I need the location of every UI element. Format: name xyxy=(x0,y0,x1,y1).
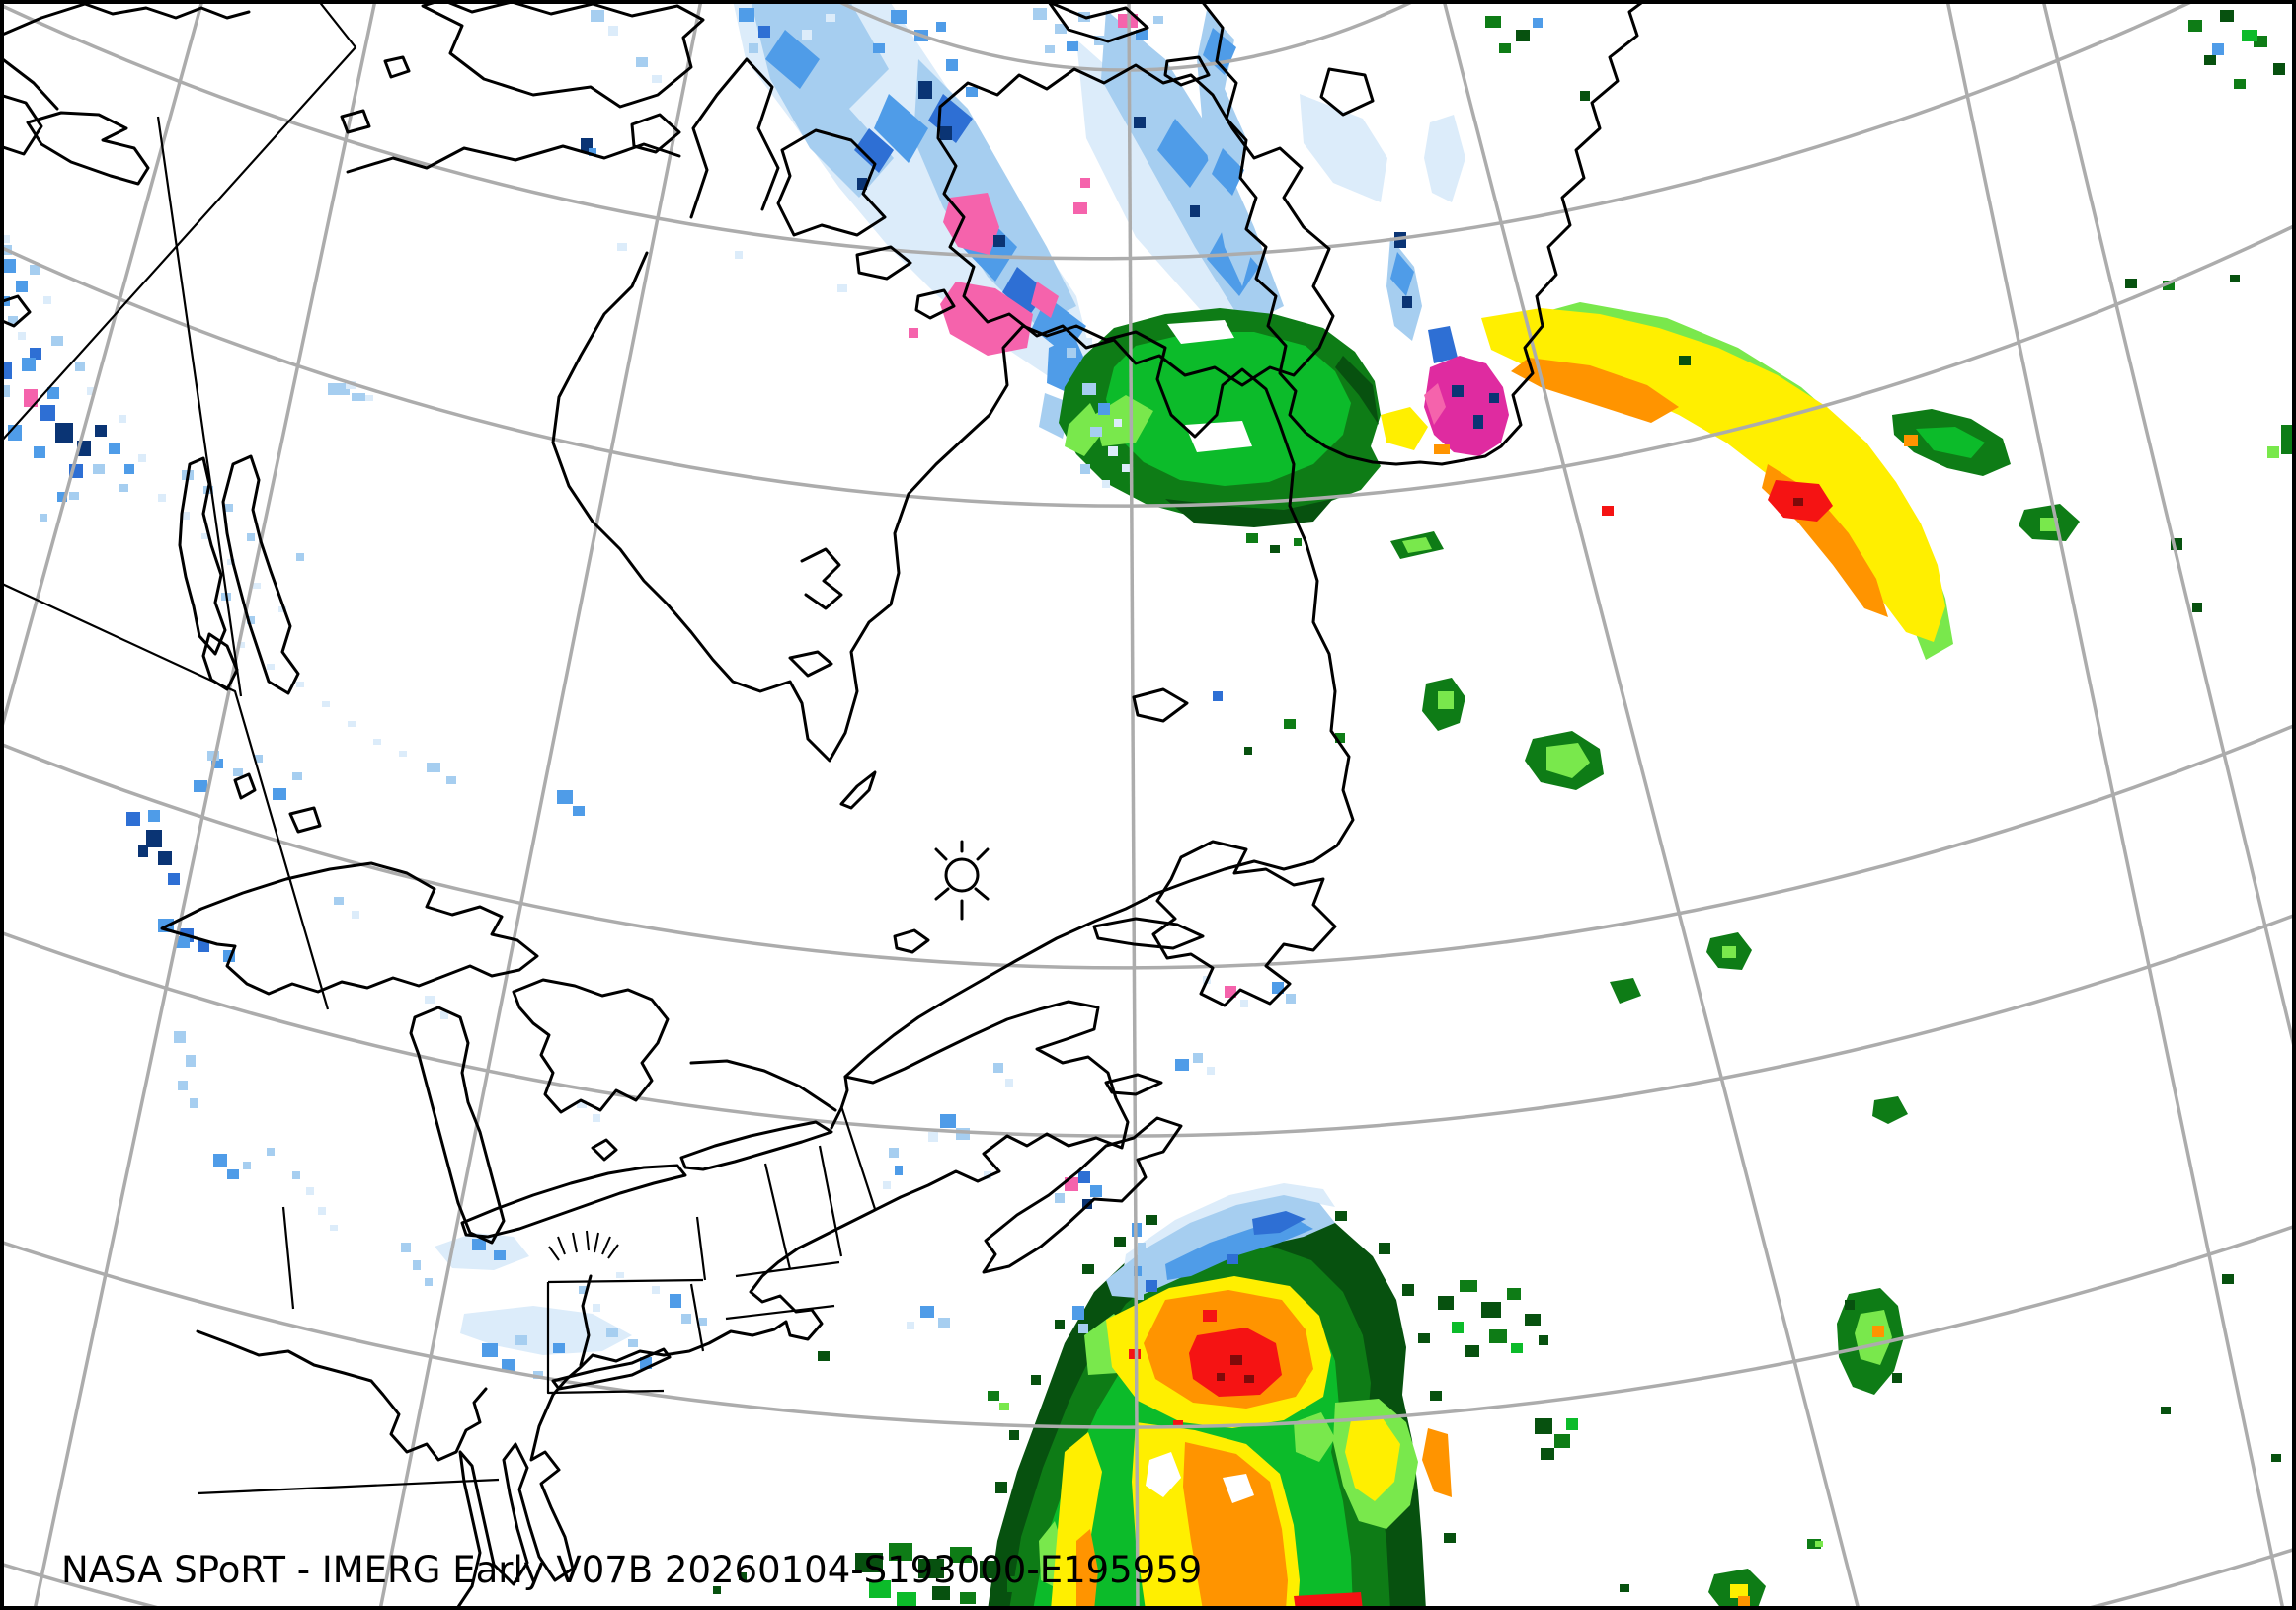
coast-belcher-islands xyxy=(800,547,843,610)
coast-victoria-island xyxy=(421,0,705,109)
coast-stlawrence-river xyxy=(830,1075,849,1130)
coast-mainland-arctic-coast xyxy=(346,142,681,174)
coast-coats-island xyxy=(855,245,912,281)
coast-devon-island xyxy=(1047,0,1149,43)
coast-ottawa-river xyxy=(689,1059,837,1112)
coast-lake-manitoba xyxy=(201,632,239,691)
coast-prince-edward-island xyxy=(1104,1073,1163,1096)
coast-ohio-river xyxy=(196,1329,488,1462)
coast-lake-erie xyxy=(460,1164,687,1239)
coast-coast-fragment-nw xyxy=(0,55,59,111)
coast-bylot-island xyxy=(1163,55,1211,87)
coast-newfoundland xyxy=(1151,840,1337,1007)
coast-lake-ontario xyxy=(679,1120,833,1171)
coast-great-bear-lake xyxy=(0,93,43,156)
coast-lake-winnipegosis xyxy=(178,456,227,656)
coast-smallwood-reservoir xyxy=(1132,687,1189,723)
coast-southampton-island xyxy=(776,128,887,237)
map-caption: NASA SPoRT - IMERG Early V07B 20260104-S… xyxy=(61,1549,1202,1591)
coast-great-slave-lake xyxy=(26,111,150,186)
precipitation-specks-layer xyxy=(0,8,2296,1606)
coast-disko-island xyxy=(1319,67,1375,117)
coast-lake-of-the-woods xyxy=(288,806,322,834)
coast-lake-michigan xyxy=(409,1006,506,1245)
coast-baffin-island xyxy=(936,63,1335,387)
coast-manicouagan-ring xyxy=(934,840,990,921)
coast-nova-scotia xyxy=(982,1116,1183,1274)
coast-mansel-island xyxy=(914,288,956,320)
coast-hudson-river xyxy=(579,1274,593,1367)
coast-lake-superior xyxy=(160,861,539,996)
coast-lake-huron xyxy=(512,978,670,1114)
coast-small-island-1 xyxy=(383,55,411,79)
coast-small-island-2 xyxy=(340,109,371,134)
political-borders-layer xyxy=(0,0,877,1495)
coast-arctic-coast-west xyxy=(0,2,251,38)
coast-left-edge-lake xyxy=(0,294,32,328)
coast-lac-stjean xyxy=(893,928,930,954)
coast-anticosti-island xyxy=(1092,917,1205,950)
coast-lake-mistassini xyxy=(839,770,877,810)
coast-lake-stclair xyxy=(591,1138,618,1162)
coast-king-william-island xyxy=(630,113,681,154)
coast-akimiski-island xyxy=(788,650,833,678)
coast-boothia-peninsula xyxy=(689,57,780,219)
coastline-layer xyxy=(0,0,1647,1610)
coast-hudson-bay-and-east-coast xyxy=(454,251,1355,1610)
coast-long-island xyxy=(551,1347,672,1391)
coast-lake-winnipeg xyxy=(221,454,300,695)
precipitation-layer xyxy=(435,0,2080,1610)
coast-greenland xyxy=(1199,0,1647,466)
coast-lake-nipigon xyxy=(233,772,257,800)
